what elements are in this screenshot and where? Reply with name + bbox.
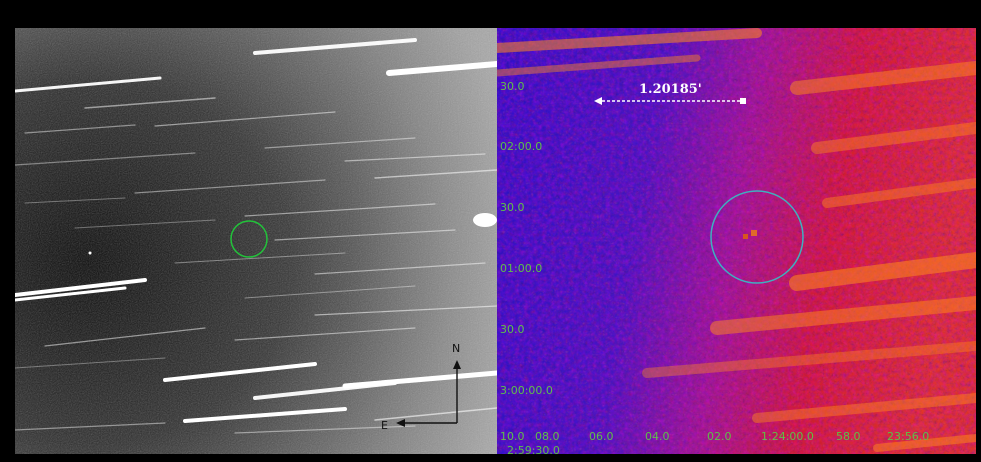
east-arrow-icon: [396, 419, 405, 427]
ra-tick-label: 58.0: [836, 430, 861, 443]
star-trails: [15, 38, 497, 434]
corner-tick-label: 2:59:30.0: [507, 444, 560, 454]
grayscale-image: N E: [15, 28, 497, 454]
dec-tick-label: 30.0: [500, 201, 525, 214]
scale-bar: 1.20185': [594, 82, 746, 105]
ra-tick-label: 04.0: [645, 430, 670, 443]
right-ascension-tick-labels: 10.0 08.0 06.0 04.0 02.0 1:24:00.0 58.0 23:56.0: [500, 430, 929, 443]
scale-left-arrow-icon: [594, 97, 602, 105]
compass-east-label: E: [381, 419, 388, 432]
dec-tick-label: 30.0: [500, 323, 525, 336]
ra-tick-label: 06.0: [589, 430, 614, 443]
ra-tick-label: 10.0: [500, 430, 525, 443]
false-color-image-panel: 1.20185' 30.0 02:00.0 30.0 01:00.0 30.0 3:00:…: [497, 28, 976, 454]
scale-bar-label: 1.20185': [639, 82, 702, 97]
dec-tick-label: 3:00:00.0: [500, 384, 553, 397]
target-marker-circle: [230, 220, 268, 258]
false-color-image: 1.20185' 30.0 02:00.0 30.0 01:00.0 30.0 3:00:…: [497, 28, 976, 454]
dec-tick-label: 30.0: [500, 80, 525, 93]
dec-tick-label: 02:00.0: [500, 140, 542, 153]
ra-tick-label: 1:24:00.0: [761, 430, 814, 443]
ra-tick-label: 08.0: [535, 430, 560, 443]
sky-noise: [15, 28, 497, 454]
scale-end-marker-icon: [740, 98, 746, 104]
target-marker: [710, 190, 804, 284]
ra-tick-label: 02.0: [707, 430, 732, 443]
compass-north-label: N: [452, 342, 460, 355]
grayscale-image-panel: N E: [15, 28, 497, 454]
colormap-pixels: [497, 28, 976, 454]
dec-tick-label: 01:00.0: [500, 262, 542, 275]
compass-rose: N E: [381, 342, 461, 432]
north-arrow-icon: [453, 360, 461, 369]
declination-tick-labels: 30.0 02:00.0 30.0 01:00.0 30.0 3:00:00.0: [500, 80, 553, 397]
orange-streaks: [497, 28, 976, 452]
ra-tick-label: 23:56.0: [887, 430, 929, 443]
target-marker-circle-zoom: [710, 190, 804, 284]
